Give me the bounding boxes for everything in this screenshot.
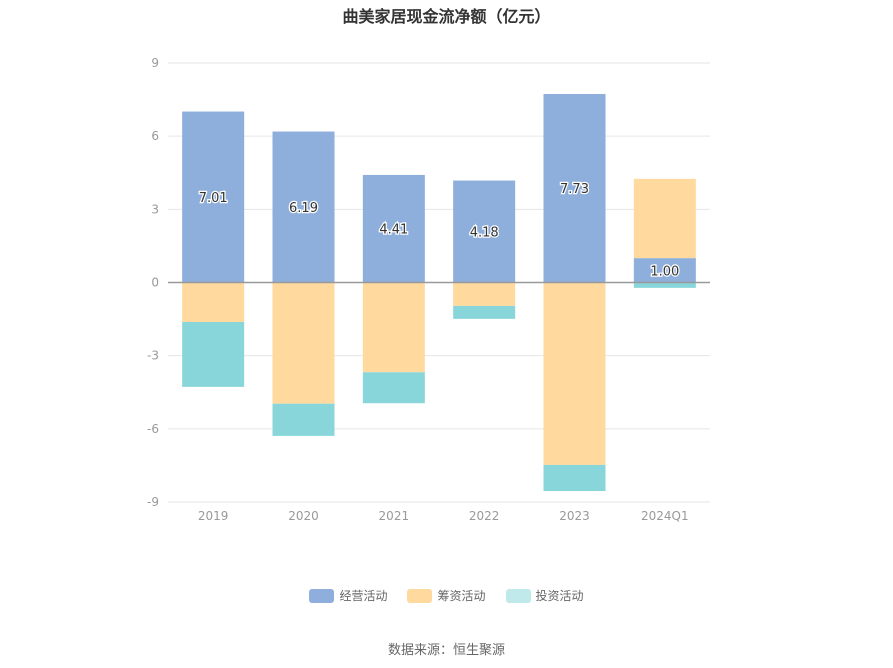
bar-investing[interactable] (453, 305, 516, 319)
legend-label: 经营活动 (339, 589, 388, 603)
x-tick-label: 2019 (198, 509, 229, 523)
bar-investing[interactable] (633, 282, 696, 288)
grid-lines (168, 62, 710, 503)
legend-item-financing[interactable]: 筹资活动 (407, 587, 486, 604)
bar-financing[interactable] (362, 282, 425, 373)
legend-item-operating[interactable]: 经营活动 (309, 587, 387, 604)
bar-operating[interactable] (453, 180, 516, 283)
chart-title: 曲美家居现金流净额（亿元） (342, 7, 551, 26)
y-tick-label: -3 (147, 349, 159, 363)
bar-financing[interactable] (182, 282, 245, 323)
data-label: 7.73 (560, 182, 589, 197)
legend-swatch (407, 588, 433, 603)
bar-operating[interactable] (272, 131, 335, 283)
y-axis-ticks: 9 6 3 0 -3 -6 -9 (147, 56, 159, 509)
legend-swatch (309, 588, 335, 603)
bar-operating[interactable] (633, 258, 696, 283)
bar-investing[interactable] (543, 464, 606, 492)
data-label: 1.00 (650, 264, 679, 279)
y-tick-label: -9 (147, 495, 159, 509)
data-source: 数据来源：恒生聚源 (387, 643, 505, 658)
bar-operating[interactable] (362, 174, 425, 283)
bar-investing[interactable] (272, 403, 335, 436)
data-label: 4.41 (379, 223, 408, 238)
bar-operating[interactable] (182, 111, 245, 283)
legend-label: 投资活动 (535, 589, 584, 603)
legend-swatch (505, 588, 531, 603)
bar-financing[interactable] (453, 282, 516, 306)
x-tick-label: 2024Q1 (641, 509, 689, 523)
y-tick-label: -6 (147, 422, 159, 436)
y-tick-label: 9 (151, 56, 159, 70)
y-tick-label: 3 (151, 202, 159, 216)
data-labels: 7.01 6.19 4.41 4.18 7.73 1.00 (197, 181, 680, 281)
bar-operating[interactable] (543, 93, 606, 283)
legend: 经营活动 筹资活动 投资活动 (0, 587, 893, 604)
y-tick-label: 6 (151, 129, 159, 143)
x-axis-ticks: 2019 2020 2021 2022 2023 2024Q1 (198, 509, 689, 523)
x-tick-label: 2022 (469, 509, 500, 523)
bars (182, 93, 696, 492)
legend-item-investing[interactable]: 投资活动 (505, 587, 584, 604)
bar-investing[interactable] (362, 372, 425, 404)
bar-investing[interactable] (182, 322, 245, 387)
bar-financing[interactable] (633, 178, 696, 259)
x-tick-label: 2020 (288, 509, 319, 523)
data-label: 7.01 (199, 191, 228, 206)
bar-financing[interactable] (272, 282, 335, 404)
y-tick-label: 0 (151, 276, 159, 290)
x-tick-label: 2021 (379, 509, 410, 523)
x-tick-label: 2023 (559, 509, 590, 523)
data-label: 6.19 (289, 201, 318, 216)
legend-label: 筹资活动 (437, 589, 486, 603)
data-label: 4.18 (470, 226, 499, 241)
bar-financing[interactable] (543, 282, 606, 465)
